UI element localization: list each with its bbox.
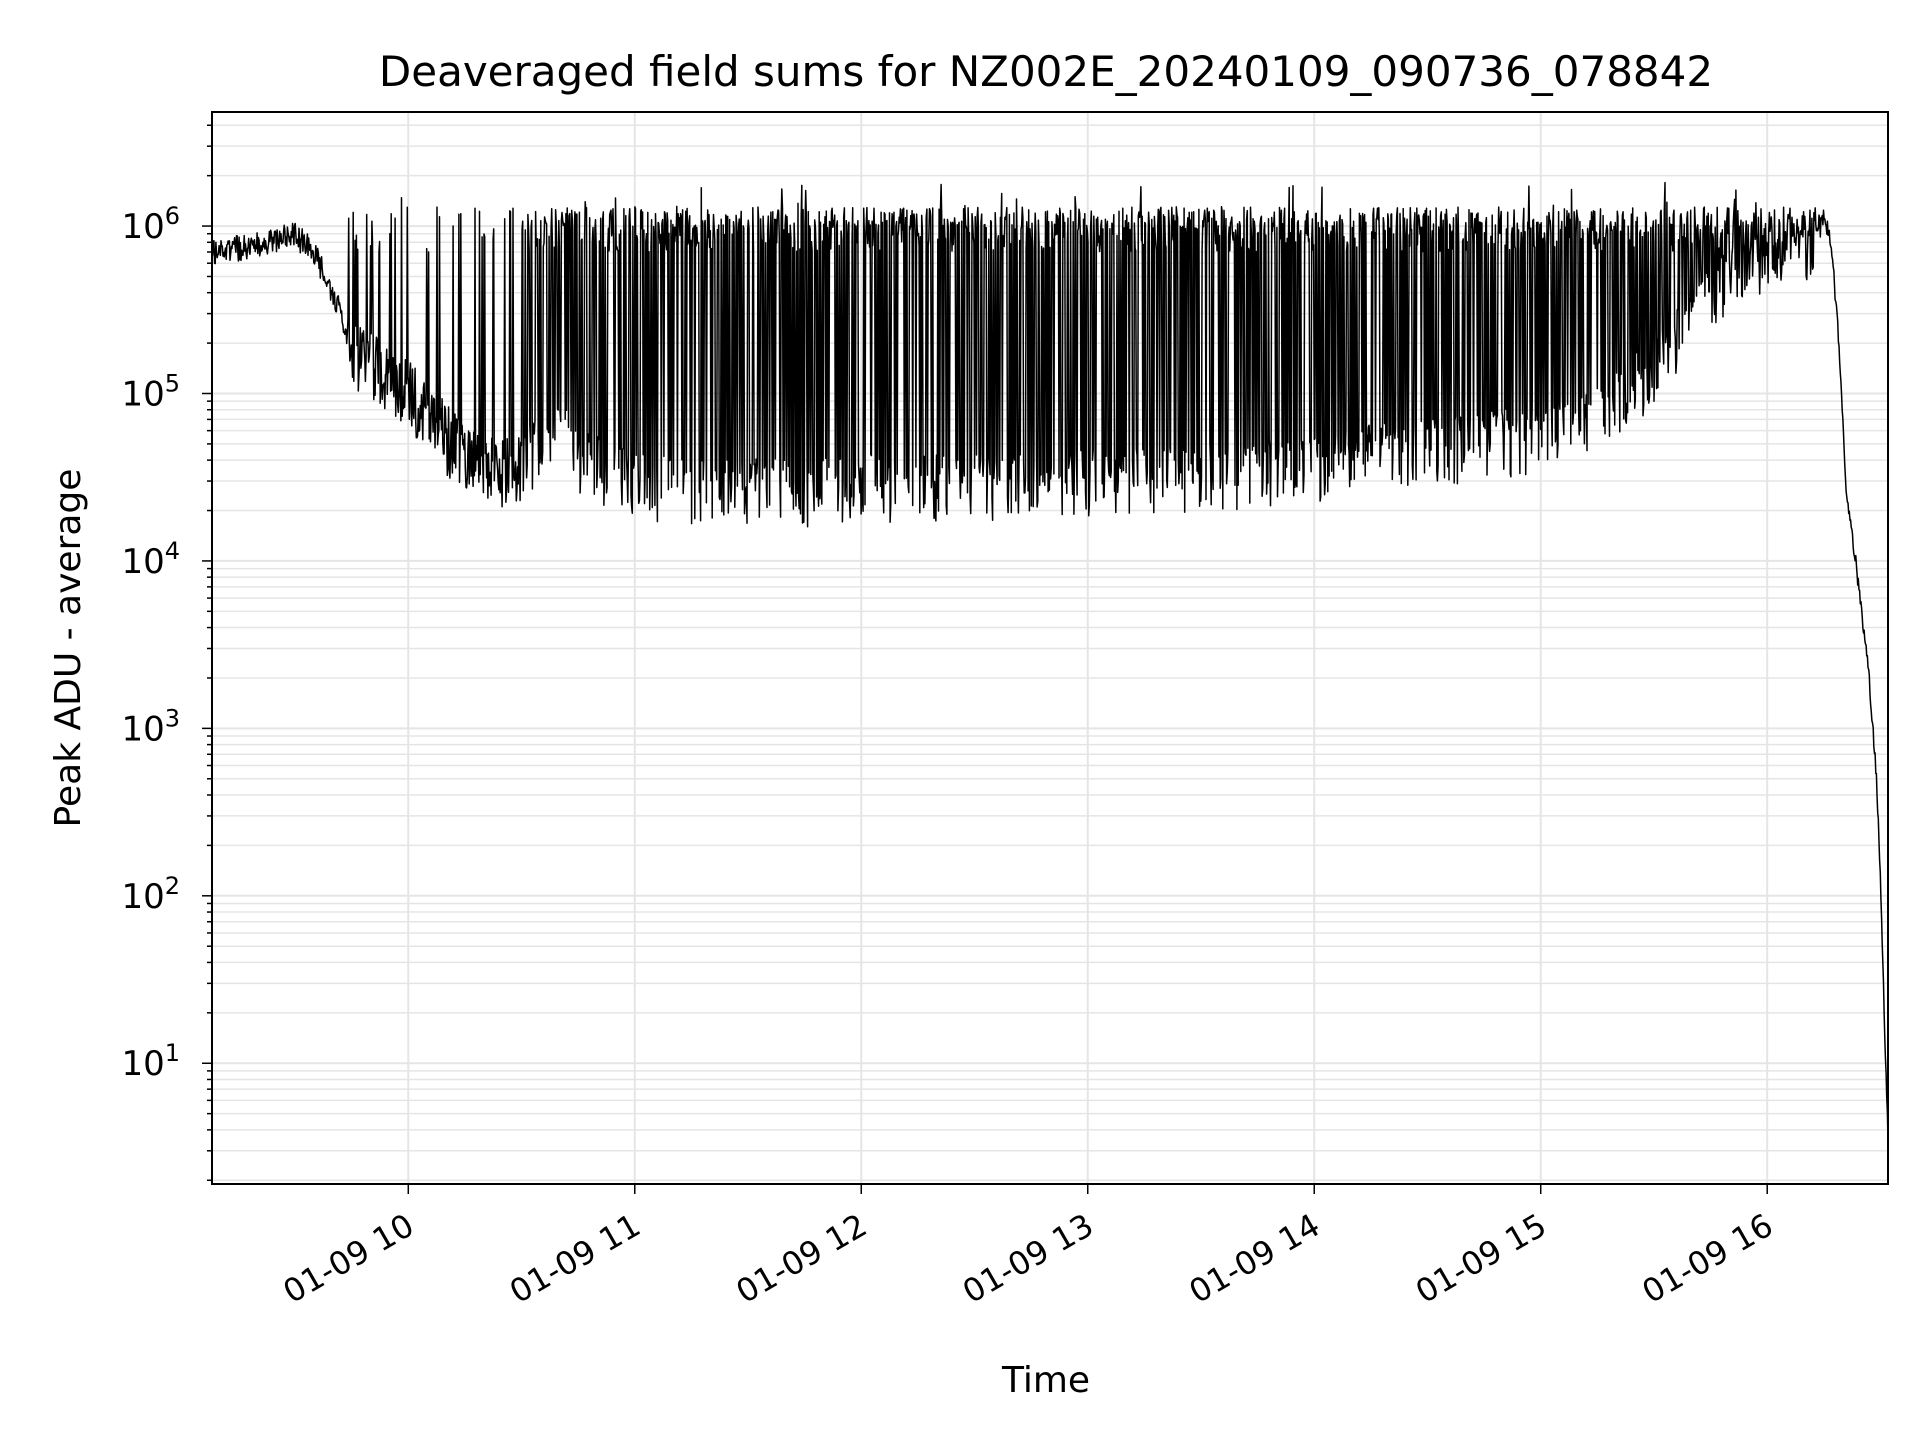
y-tick-label: 106 bbox=[121, 202, 180, 247]
x-tick-label: 01-09 11 bbox=[503, 1206, 647, 1311]
y-tick-label: 104 bbox=[121, 537, 180, 582]
x-tick-label: 01-09 10 bbox=[277, 1206, 421, 1311]
y-axis-label: Peak ADU - average bbox=[48, 469, 89, 828]
x-tick-label: 01-09 15 bbox=[1409, 1206, 1553, 1311]
x-tick-label: 01-09 13 bbox=[956, 1206, 1100, 1311]
y-tick-label: 105 bbox=[121, 369, 180, 414]
chart-title: Deaveraged field sums for NZ002E_2024010… bbox=[379, 47, 1713, 96]
y-tick-label: 102 bbox=[121, 872, 180, 917]
y-tick-label: 101 bbox=[121, 1039, 180, 1084]
x-tick-label: 01-09 16 bbox=[1636, 1206, 1780, 1311]
series-line bbox=[211, 181, 1889, 1144]
x-tick-label: 01-09 14 bbox=[1183, 1206, 1327, 1311]
x-tick-label: 01-09 12 bbox=[730, 1206, 874, 1311]
series-line-layer bbox=[211, 181, 1889, 1144]
x-axis-label: Time bbox=[1001, 1360, 1090, 1401]
y-tick-label: 103 bbox=[121, 704, 180, 749]
